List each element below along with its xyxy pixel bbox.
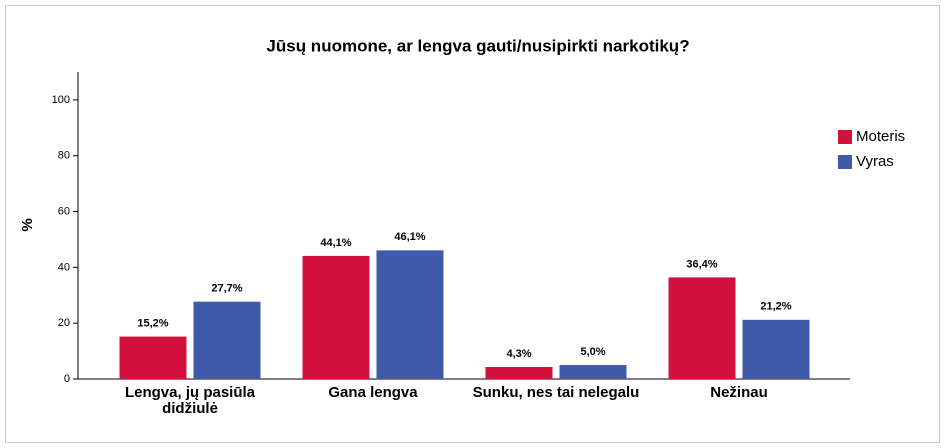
frame	[5, 5, 940, 443]
x-tick-label: Nežinau	[710, 384, 768, 401]
value-label: 44,1%	[320, 237, 351, 249]
value-label: 46,1%	[394, 231, 425, 243]
value-label: 21,2%	[760, 301, 791, 313]
legend-swatch	[838, 155, 852, 169]
y-tick-label: 20	[58, 317, 70, 329]
value-label: 5,0%	[580, 346, 605, 358]
bar	[119, 336, 187, 379]
value-label: 4,3%	[506, 348, 531, 360]
bar	[302, 255, 370, 379]
chart-title: Jūsų nuomone, ar lengva gauti/nusipirkti…	[266, 36, 689, 55]
bar	[193, 301, 261, 379]
x-tick-label: Lengva, jų pasiūla didžiulė	[124, 384, 256, 417]
legend-swatch	[838, 130, 852, 144]
legend-label: Moteris	[856, 128, 905, 145]
bar	[559, 365, 627, 379]
x-tick-label: Gana lengva	[328, 384, 418, 401]
y-tick-label: 60	[58, 205, 70, 217]
value-label: 15,2%	[137, 317, 168, 329]
legend-label: Vyras	[856, 153, 894, 170]
y-tick-label: 40	[58, 261, 70, 273]
value-label: 36,4%	[686, 258, 717, 270]
value-label: 27,7%	[211, 283, 242, 295]
bar	[668, 277, 736, 379]
bar	[485, 366, 553, 379]
x-tick-label: Sunku, nes tai nelegalu	[472, 384, 640, 401]
y-tick-label: 0	[64, 373, 70, 385]
y-tick-label: 100	[52, 94, 70, 106]
bar	[742, 319, 810, 379]
y-tick-label: 80	[58, 150, 70, 162]
bar	[376, 250, 444, 379]
y-axis-label: %	[19, 218, 36, 231]
